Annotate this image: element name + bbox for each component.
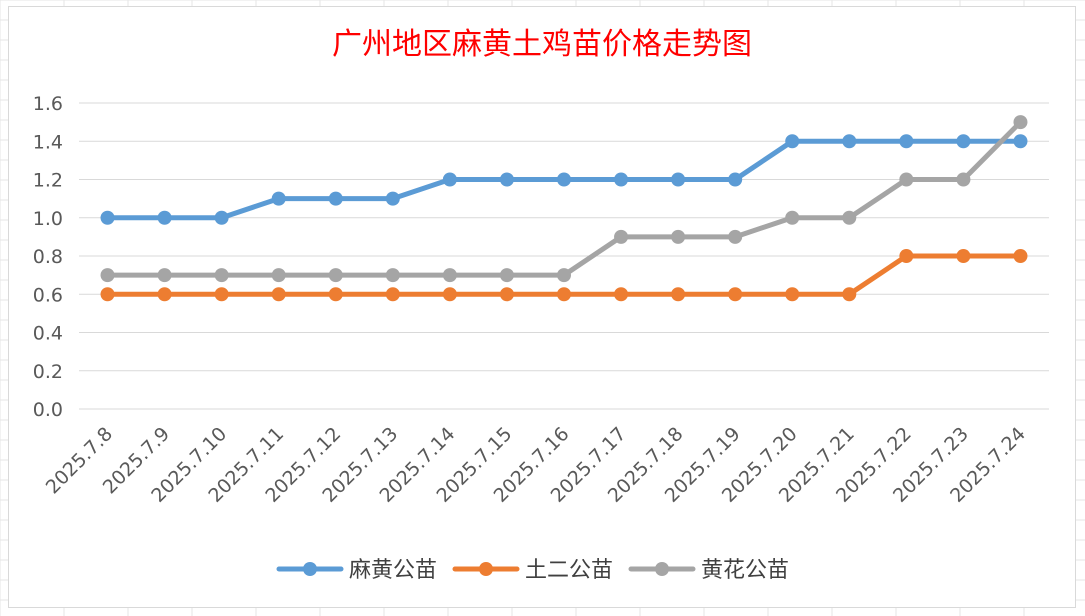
data-point [271,191,286,206]
data-point [385,268,400,283]
data-point [557,172,571,187]
y-tick-label: 1.2 [33,170,63,192]
chart-title: 广州地区麻黄土鸡苗价格走势图 [332,27,752,62]
data-point [385,191,400,206]
data-point [442,172,457,187]
data-point [842,287,857,302]
series-1 [100,134,1028,225]
y-tick-label: 0.2 [33,361,63,383]
data-point [1013,115,1028,130]
legend-item[interactable]: 土二公苗 [452,558,613,583]
data-point [1013,134,1028,149]
data-point [785,134,800,149]
data-point [328,191,343,206]
data-point [785,287,800,302]
data-point [271,268,286,283]
legend-item[interactable]: 黄花公苗 [628,558,789,583]
data-point [899,172,914,187]
series-lines [100,115,1028,302]
data-point [557,268,571,283]
data-point [956,172,971,187]
data-point [614,229,629,244]
data-point [842,210,857,225]
data-point [442,287,457,302]
data-point [1013,249,1028,263]
data-point [214,268,229,283]
data-point [157,268,172,283]
data-point [671,172,686,187]
data-point [157,210,172,225]
legend[interactable]: 麻黄公苗 土二公苗 黄花公苗 [276,558,789,583]
data-point [728,172,743,187]
data-point [671,229,686,244]
data-point [728,287,743,302]
legend-marker [479,562,493,576]
data-point [499,172,514,187]
data-point [614,172,629,187]
data-point [271,287,286,302]
data-point [442,268,457,283]
series-2 [100,249,1028,302]
legend-label: 黄花公苗 [701,558,789,583]
series-line [105,119,1023,278]
data-point [557,287,571,302]
legend-marker [655,562,669,576]
x-axis-ticks: 2025.7.82025.7.92025.7.102025.7.112025.7… [42,423,1030,507]
y-tick-label: 1.6 [33,93,63,115]
data-point [499,287,514,302]
y-axis-ticks: 0.0 0.2 0.4 0.6 0.8 1.0 1.2 1.4 1.6 [33,93,63,421]
legend-marker [303,562,317,576]
legend-item[interactable]: 麻黄公苗 [276,558,437,583]
legend-label: 土二公苗 [525,558,613,583]
data-point [899,134,914,149]
data-point [785,210,800,225]
data-point [728,229,743,244]
data-point [956,249,971,263]
legend-label: 麻黄公苗 [349,558,437,583]
y-tick-label: 1.0 [33,208,63,230]
y-tick-label: 0.6 [33,284,63,306]
data-point [157,287,172,302]
y-tick-label: 0.0 [33,399,63,421]
y-tick-label: 0.8 [33,246,63,268]
data-point [614,287,629,302]
chart-area[interactable] [8,6,1076,608]
y-tick-label: 1.4 [33,131,63,153]
data-point [100,287,115,302]
data-point [899,249,914,263]
data-point [328,287,343,302]
data-point [100,268,115,283]
data-point [328,268,343,283]
data-point [214,287,229,302]
data-point [100,210,115,225]
data-point [956,134,971,149]
data-point [214,210,229,225]
series-3 [100,115,1028,283]
y-tick-label: 0.4 [33,323,63,345]
data-point [671,287,686,302]
data-point [499,268,514,283]
data-point [842,134,857,149]
data-point [385,287,400,302]
